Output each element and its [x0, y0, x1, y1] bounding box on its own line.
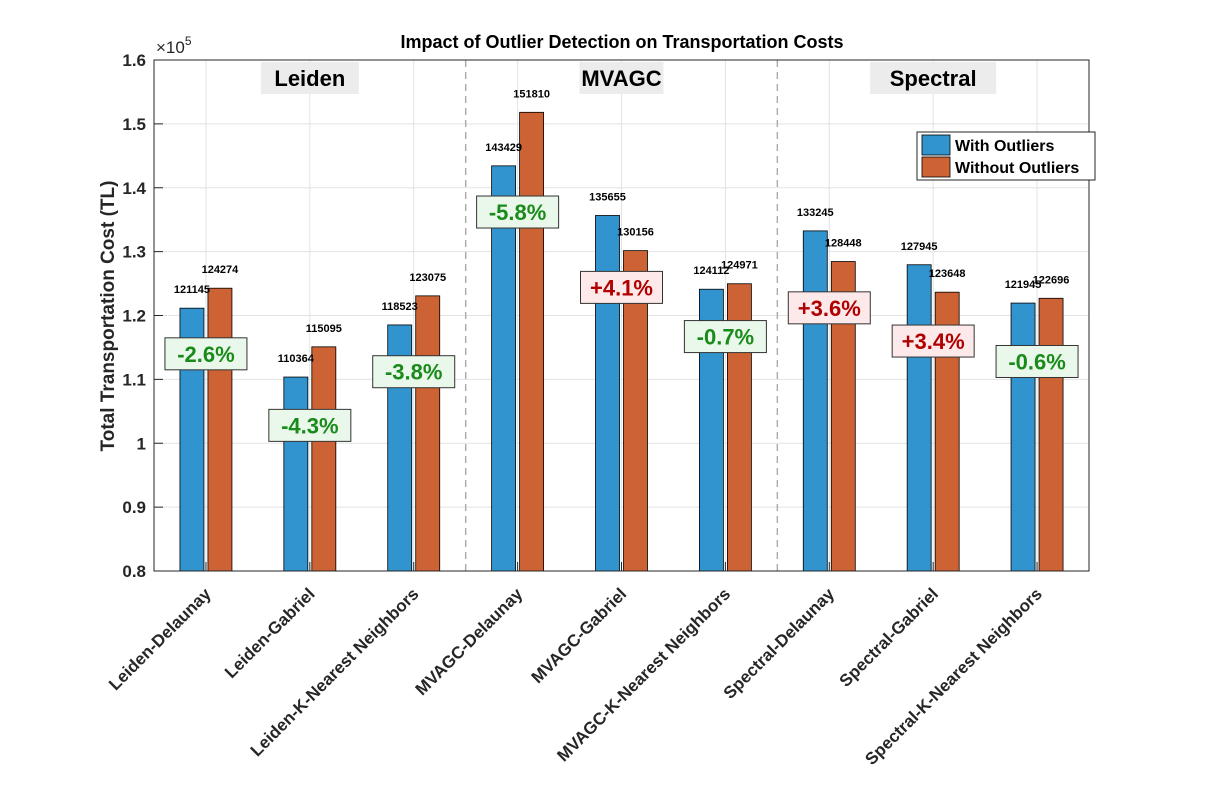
y-tick-label: 0.9: [122, 498, 146, 517]
bar-with-outliers: [283, 376, 309, 572]
percent-change-label: +3.6%: [798, 296, 861, 321]
percent-change-label: +3.4%: [902, 329, 965, 354]
bar-value-label-with-outliers: 110364: [278, 353, 315, 365]
percent-change-label: -4.3%: [281, 413, 338, 438]
group-label: Spectral: [890, 66, 977, 91]
percent-change-label: -2.6%: [177, 342, 234, 367]
x-tick-label: Leiden-Gabriel: [221, 584, 319, 682]
y-tick-label: 1.1: [122, 370, 146, 389]
bar-value-label-without-outliers: 128448: [825, 238, 862, 250]
percent-change-box: [268, 408, 352, 442]
bar-value-label-without-outliers: 124971: [721, 260, 758, 272]
group-label-box: [260, 62, 359, 94]
percent-change-label: +4.1%: [590, 275, 653, 300]
percent-change-box: [683, 320, 767, 354]
y-tick-label: 1: [137, 434, 146, 453]
percent-change-label: -0.7%: [697, 325, 754, 350]
bar-without-outliers: [623, 250, 648, 572]
percent-change-box: [891, 324, 975, 358]
bar-value-label-without-outliers: 115095: [306, 323, 342, 335]
legend-label-without-outliers: Without Outliers: [955, 160, 1079, 177]
bar-without-outliers: [207, 287, 233, 572]
bar-value-label-with-outliers: 124112: [693, 265, 729, 277]
bar-value-labels: 121145 124274 110364 115095 118523 123075 1434…: [174, 88, 1070, 365]
y-tick-label: 1.2: [122, 307, 146, 326]
y-tick-label: 0.8: [122, 562, 146, 581]
bar-value-label-without-outliers: 123648: [929, 268, 966, 280]
axes: 0.8 0.9 1 1.1 1.2 1.3 1.4 1.5 1.6 Leiden-Delaunay…: [105, 51, 1046, 769]
percent-change-label: -0.6%: [1008, 349, 1065, 374]
x-tick-label: Leiden-K-Nearest Neighbors: [247, 584, 423, 760]
group-labels: Leiden MVAGC Spectral: [260, 62, 997, 94]
chart-title: Impact of Outlier Detection on Transport…: [400, 32, 843, 52]
grid-layer: [154, 59, 1089, 572]
y-tick-label: 1.3: [122, 243, 146, 262]
group-label: Leiden: [274, 66, 345, 91]
x-tick-label: Leiden-Delaunay: [105, 584, 215, 694]
percent-change-labels: -2.6% -4.3% -3.8% -5.8% +4.1% -0.7% +3.6% +3.4%…: [164, 195, 1079, 442]
legend-swatch-without-outliers: [921, 156, 951, 178]
bar-value-label-with-outliers: 143429: [485, 142, 522, 154]
group-label: MVAGC: [581, 66, 661, 91]
x-tick-label: Spectral-Delaunay: [720, 584, 839, 703]
x-tick-label: Spectral-Gabriel: [836, 584, 942, 690]
percent-change-label: -5.8%: [489, 200, 546, 225]
group-separators: [464, 60, 779, 571]
group-label-box: [870, 62, 997, 94]
y-tick-label: 1.6: [122, 51, 146, 70]
bar-value-label-without-outliers: 122696: [1033, 274, 1070, 286]
percent-change-box: [787, 291, 871, 325]
bar-with-outliers: [1010, 302, 1036, 572]
x-tick-label: Spectral-K-Nearest Neighbors: [861, 584, 1045, 768]
bar-without-outliers: [519, 111, 545, 572]
percent-change-box: [580, 270, 663, 304]
y-axis-exponent-power: 5: [185, 34, 192, 48]
y-axis-exponent: ×105: [156, 34, 192, 57]
x-tick-label: MVAGC-Delaunay: [412, 584, 527, 699]
y-axis-exponent-base: ×10: [156, 38, 185, 57]
bar-with-outliers: [802, 230, 828, 572]
bars: [179, 111, 1064, 572]
percent-change-box: [372, 355, 456, 389]
bar-value-label-with-outliers: 127945: [901, 241, 938, 253]
bar-without-outliers: [311, 346, 337, 572]
bar-without-outliers: [415, 295, 441, 572]
bar-value-label-without-outliers: 151810: [513, 88, 550, 100]
bar-value-label-with-outliers: 121145: [174, 284, 210, 296]
legend-swatch-with-outliers: [921, 134, 951, 156]
percent-change-label: -3.8%: [385, 360, 442, 385]
bar-value-label-without-outliers: 123075: [409, 272, 446, 284]
x-tick-label: MVAGC-Gabriel: [528, 584, 631, 687]
y-tick-label: 1.4: [122, 179, 146, 198]
bar-value-label-with-outliers: 118523: [382, 301, 418, 313]
bar-with-outliers: [491, 165, 517, 572]
percent-change-box: [164, 337, 248, 371]
bar-value-label-without-outliers: 130156: [617, 227, 654, 239]
y-axis-label: Total Transportation Cost (TL): [98, 181, 119, 452]
percent-change-box: [995, 344, 1079, 378]
bar-with-outliers: [906, 264, 932, 572]
bar-value-label-with-outliers: 133245: [797, 207, 834, 219]
bar-without-outliers: [1038, 297, 1064, 572]
y-tick-label: 1.5: [122, 115, 146, 134]
percent-change-box: [476, 195, 560, 229]
legend: With Outliers Without Outliers: [916, 131, 1096, 181]
group-label-box: [579, 62, 664, 94]
x-tick-label: MVAGC-K-Nearest Neighbors: [553, 584, 734, 765]
bar-value-label-without-outliers: 124274: [202, 264, 240, 276]
bar-value-label-with-outliers: 135655: [589, 192, 626, 204]
bar-with-outliers: [595, 215, 620, 572]
legend-label-with-outliers: With Outliers: [955, 138, 1055, 155]
bar-value-label-with-outliers: 121945: [1005, 279, 1042, 291]
